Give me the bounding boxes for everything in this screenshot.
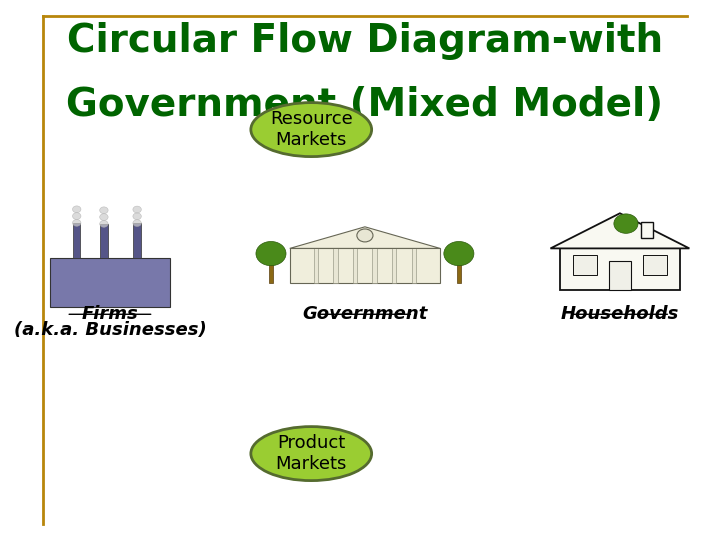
Circle shape [614,214,638,233]
Polygon shape [641,221,653,238]
Circle shape [256,241,286,266]
Polygon shape [289,248,440,283]
Polygon shape [314,248,318,283]
Text: Circular Flow Diagram-with: Circular Flow Diagram-with [67,22,663,59]
Polygon shape [573,254,597,275]
Circle shape [133,206,141,213]
Polygon shape [133,223,140,258]
Polygon shape [289,227,440,248]
Ellipse shape [251,103,372,157]
Circle shape [73,206,81,213]
Polygon shape [73,223,81,258]
Polygon shape [412,248,416,283]
Circle shape [73,219,81,226]
Polygon shape [609,261,631,289]
Ellipse shape [251,427,372,481]
Polygon shape [551,213,689,248]
Circle shape [99,220,108,227]
Text: (a.k.a. Businesses): (a.k.a. Businesses) [14,321,207,339]
Circle shape [99,214,108,220]
Polygon shape [392,248,397,283]
Polygon shape [559,248,680,289]
Polygon shape [643,254,667,275]
Circle shape [73,213,81,219]
Text: Firms: Firms [81,305,138,323]
Text: Government (Mixed Model): Government (Mixed Model) [66,86,664,124]
Polygon shape [269,259,273,283]
Circle shape [444,241,474,266]
Polygon shape [353,248,357,283]
Circle shape [133,220,141,226]
Text: Resource
Markets: Resource Markets [270,110,353,149]
Polygon shape [372,248,377,283]
Polygon shape [456,259,461,283]
Circle shape [133,213,141,220]
Text: Households: Households [561,305,679,323]
Polygon shape [50,258,171,307]
Text: Government: Government [302,305,428,323]
Text: Product
Markets: Product Markets [276,434,347,473]
Polygon shape [333,248,338,283]
Circle shape [99,207,108,214]
Polygon shape [100,224,107,258]
Circle shape [357,229,373,242]
